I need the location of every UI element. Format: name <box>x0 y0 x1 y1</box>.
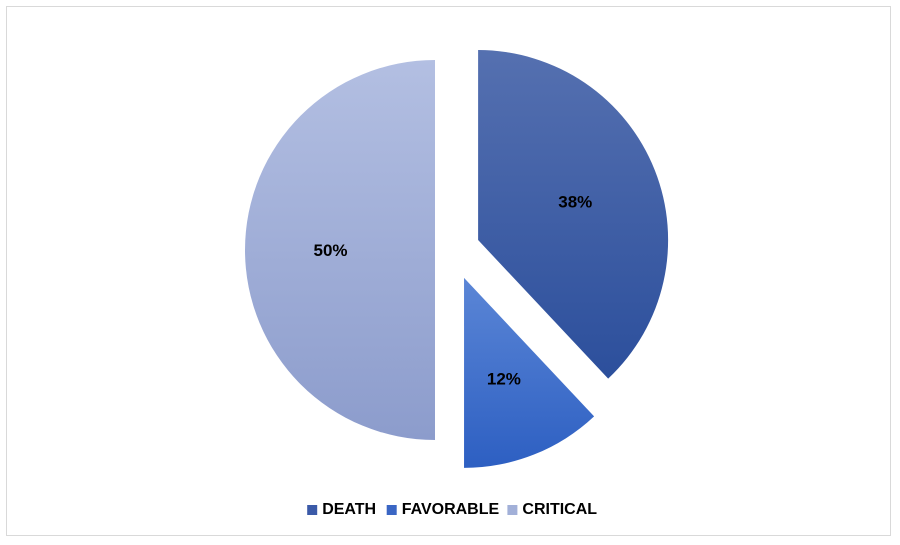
pie-slice-critical <box>245 60 435 440</box>
chart-frame <box>6 6 891 536</box>
data-label-favorable: 12% <box>487 370 521 389</box>
data-label-critical: 50% <box>313 241 347 260</box>
legend-swatch-critical <box>507 505 518 515</box>
legend-label-critical: CRITICAL <box>522 501 597 518</box>
pie-slice-death <box>478 50 669 379</box>
data-labels: 38% 12% 50% <box>313 193 592 389</box>
legend-label-death: DEATH <box>322 501 376 518</box>
legend: DEATH FAVORABLE CRITICAL <box>307 501 597 518</box>
legend-swatch-favorable <box>386 505 397 515</box>
legend-swatch-death <box>307 505 318 515</box>
pie-slices <box>245 50 669 468</box>
pie-slice-favorable <box>464 277 595 468</box>
data-label-death: 38% <box>558 193 592 212</box>
legend-label-favorable: FAVORABLE <box>402 501 500 518</box>
